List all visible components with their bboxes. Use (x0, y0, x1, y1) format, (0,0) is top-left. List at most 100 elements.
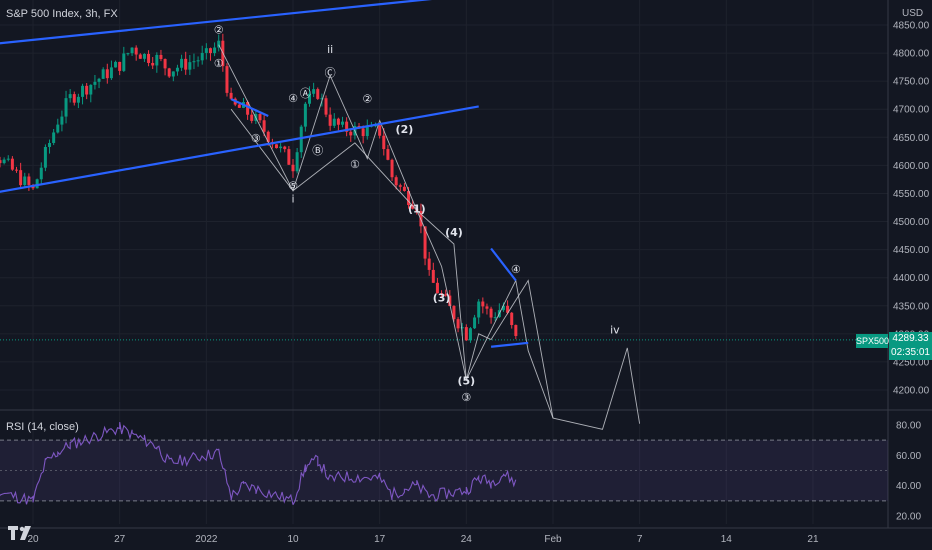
candle-body (336, 118, 340, 125)
tradingview-logo-icon (8, 526, 31, 540)
candle-body (118, 61, 122, 71)
candle-body (15, 169, 19, 171)
time-tick-label: 2022 (195, 534, 218, 545)
time-tick-label: Feb (544, 534, 562, 545)
candle-body (180, 58, 184, 68)
candle-body (101, 69, 105, 79)
candle-body (501, 305, 505, 311)
rsi-tick-label: 80.00 (896, 421, 921, 432)
candle-body (56, 124, 60, 133)
candle-body (76, 96, 80, 103)
symbol-tag: SPX500 (856, 334, 890, 348)
candle-body (382, 135, 386, 150)
candle-body (134, 47, 138, 55)
candle-body (440, 293, 444, 295)
candle-body (341, 121, 345, 125)
candle-body (299, 126, 303, 153)
candle-body (68, 94, 72, 99)
candle-body (147, 53, 151, 63)
candle-body (2, 159, 6, 164)
price-tick-label: 4700.00 (893, 105, 930, 116)
candle-body (287, 149, 291, 165)
candle-body (72, 94, 76, 103)
wave-label: (1) (408, 203, 426, 216)
candle-body (506, 305, 510, 313)
candle-body (316, 89, 320, 99)
trendline (490, 341, 529, 348)
candle-body (237, 104, 241, 108)
candle-body (328, 114, 332, 126)
candle-body (109, 67, 113, 79)
time-tick-label: 27 (114, 534, 126, 545)
candle-body (250, 114, 254, 121)
rsi-tick-label: 60.00 (896, 451, 921, 462)
candle-body (266, 131, 270, 142)
candle-body (196, 60, 200, 62)
trendline (490, 247, 517, 282)
wave-label: (5) (457, 374, 475, 387)
candle-body (200, 52, 204, 61)
candle-body (411, 205, 415, 209)
rsi-tick-label: 40.00 (896, 481, 921, 492)
candle-body (23, 176, 27, 186)
wave-label: Ⓒ (325, 67, 336, 80)
wave-label: i (291, 192, 294, 205)
wave-projection-line (218, 44, 641, 430)
candle-body (114, 61, 118, 68)
candle-body (64, 98, 68, 117)
price-tick-label: 4750.00 (893, 77, 930, 88)
candle-body (6, 158, 10, 160)
candle-body (151, 62, 155, 66)
candle-body (402, 186, 406, 191)
candle-body (473, 317, 477, 329)
candle-body (444, 294, 448, 296)
trendline (0, 105, 479, 193)
wave-label: ③ (461, 391, 471, 404)
candle-body (35, 179, 39, 189)
candle-body (27, 176, 31, 185)
candle-body (279, 146, 283, 149)
time-tick-label: 20 (27, 534, 39, 545)
candle-body (167, 68, 171, 77)
time-tick-label: 21 (807, 534, 819, 545)
candle-body (477, 301, 481, 318)
price-tick-label: 4800.00 (893, 49, 930, 60)
candle-body (510, 312, 514, 326)
wave-label: iv (610, 323, 620, 336)
wave-label: ④ (288, 92, 298, 105)
candle-body (93, 81, 97, 85)
price-tick-label: 4200.00 (893, 386, 930, 397)
wave-label: ③ (251, 132, 261, 145)
wave-label: ④ (511, 263, 521, 276)
candle-body (159, 54, 163, 60)
candle-body (171, 71, 175, 77)
candle-body (60, 116, 64, 125)
candle-body (456, 319, 460, 329)
trendline (230, 98, 269, 117)
candle-body (204, 48, 208, 53)
candle-body (163, 59, 167, 69)
last-price-value: 4289.33 (892, 333, 929, 344)
chart-title: S&P 500 Index, 3h, FX (6, 8, 118, 20)
time-tick-label: 24 (461, 534, 473, 545)
wave-label: Ⓐ (300, 87, 311, 100)
currency-label: USD (902, 8, 923, 19)
candle-body (308, 93, 312, 104)
candle-body (468, 328, 472, 341)
candle-body (258, 114, 262, 121)
candle-body (138, 54, 142, 59)
candle-body (427, 258, 431, 270)
candle-body (52, 132, 56, 143)
candle-body (85, 85, 89, 95)
candle-body (452, 306, 456, 320)
price-tick-label: 4450.00 (893, 245, 930, 256)
candle-body (332, 118, 336, 126)
candle-body (464, 327, 468, 341)
time-tick-label: 17 (374, 534, 386, 545)
price-tick-label: 4550.00 (893, 189, 930, 200)
wave-label: ii (327, 43, 333, 56)
candle-body (390, 159, 394, 178)
wave-label: (3) (433, 291, 451, 304)
candle-body (246, 102, 250, 115)
